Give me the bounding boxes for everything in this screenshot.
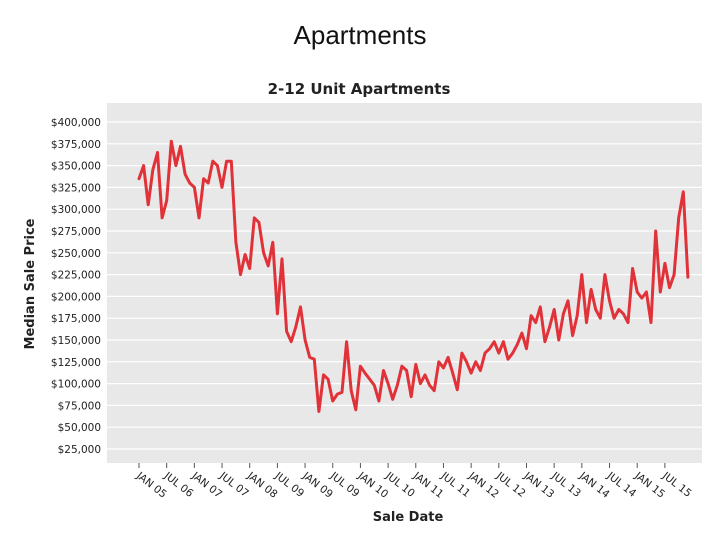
- x-tick-label: JUL 15: [659, 469, 693, 500]
- y-tick-label: $325,000: [51, 182, 101, 194]
- x-tick-label: JUL 06: [161, 469, 196, 500]
- x-tick-label: JUL 13: [549, 469, 583, 500]
- x-tick-label: JAN 12: [466, 469, 501, 500]
- chart-title: 2-12 Unit Apartments: [268, 80, 451, 98]
- y-tick-label: $375,000: [51, 139, 101, 151]
- y-tick-label: $200,000: [51, 291, 101, 303]
- slide-title: Apartments: [293, 20, 427, 50]
- y-tick-label: $50,000: [58, 422, 101, 434]
- y-tick-label: $225,000: [51, 270, 101, 282]
- x-tick-label: JUL 14: [604, 469, 639, 500]
- x-tick-label: JUL 10: [382, 469, 416, 500]
- grid-lines: [107, 121, 702, 450]
- y-tick-label: $125,000: [51, 357, 101, 369]
- x-axis-label: Sale Date: [373, 510, 444, 525]
- y-tick-label: $275,000: [51, 226, 101, 238]
- y-tick-label: $250,000: [51, 248, 101, 260]
- x-tick-label: JAN 08: [244, 469, 279, 500]
- x-tick-label: JUL 09: [272, 469, 306, 500]
- y-tick-label: $100,000: [51, 379, 101, 391]
- x-tick-label: JAN 13: [521, 469, 556, 500]
- y-tick-label: $350,000: [51, 161, 101, 173]
- x-tick-label: JUL 09: [327, 469, 361, 500]
- y-tick-label: $150,000: [51, 335, 101, 347]
- y-tick-label: $175,000: [51, 313, 101, 325]
- y-tick-label: $75,000: [58, 400, 101, 412]
- x-tick-label: JAN 05: [133, 469, 168, 500]
- x-tick-label: JAN 09: [299, 469, 334, 500]
- x-tick-label: JAN 07: [189, 469, 224, 500]
- series-line: [137, 139, 690, 413]
- x-tick-label: JUL 11: [438, 469, 472, 500]
- y-axis-label: Median Sale Price: [23, 218, 38, 349]
- x-tick-label: JAN 14: [576, 469, 612, 501]
- y-axis-ticks: $25,000 $50,000 $75,000 $100,000 $125,000 $15…: [51, 117, 101, 456]
- y-tick-label: $25,000: [58, 444, 101, 456]
- series-group: [137, 139, 690, 413]
- y-tick-label: $300,000: [51, 204, 101, 216]
- x-tick-label: JUL 12: [493, 469, 527, 500]
- x-tick-label: JAN 10: [355, 469, 390, 500]
- y-tick-label: $400,000: [51, 117, 101, 129]
- plot-area: [107, 103, 702, 463]
- x-tick-label: JAN 11: [410, 469, 445, 500]
- x-tick-label: JAN 15: [632, 469, 667, 500]
- x-tick-label: JUL 07: [216, 469, 250, 500]
